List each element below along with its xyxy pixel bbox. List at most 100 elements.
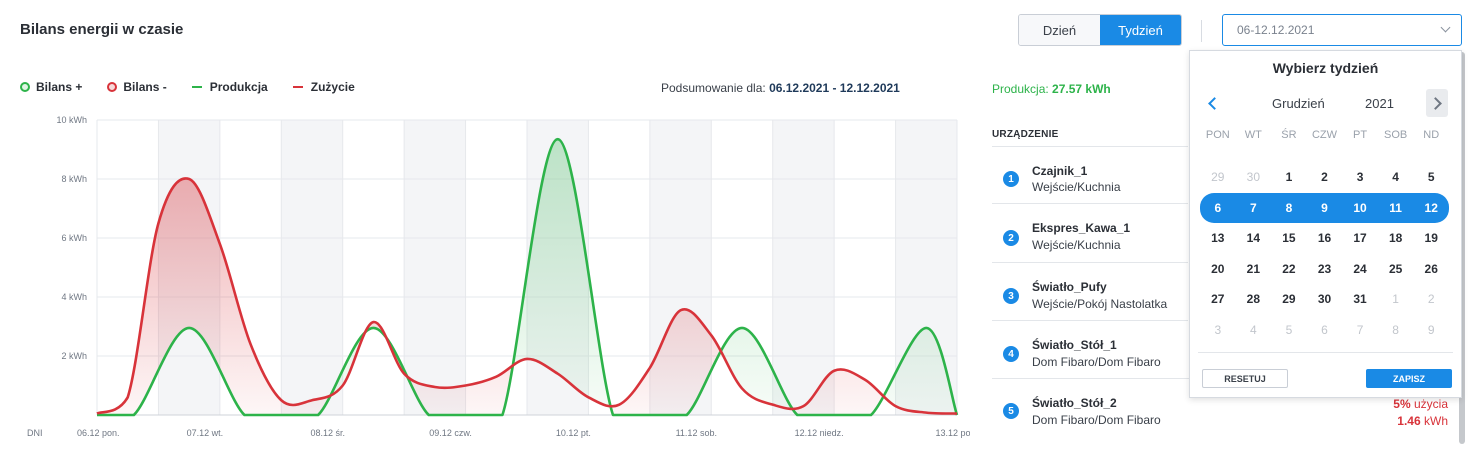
calendar-day[interactable]: 22	[1282, 261, 1296, 276]
calendar-day[interactable]: 6	[1321, 322, 1328, 337]
calendar-day[interactable]: 9	[1306, 192, 1343, 223]
y-tick-label: 10 kWh	[56, 115, 87, 125]
week-date-value: 06-12.12.2021	[1237, 23, 1315, 37]
calendar-day[interactable]: 24	[1353, 261, 1367, 276]
x-tick-label: 09.12 czw.	[429, 428, 472, 438]
table-divider	[992, 203, 1188, 204]
device-name: Ekspres_Kawa_1	[1032, 221, 1131, 235]
y-tick-label: 2 kWh	[61, 351, 87, 361]
legend-label: Bilans -	[123, 80, 167, 94]
calendar-day[interactable]: 29	[1282, 292, 1296, 307]
calendar-day[interactable]: 15	[1282, 231, 1296, 246]
legend-item-bilans-plus[interactable]: Bilans +	[20, 80, 82, 94]
calendar-day[interactable]: 30	[1246, 170, 1261, 185]
reset-button[interactable]: RESETUJ	[1202, 369, 1288, 388]
calendar-day[interactable]: 7	[1356, 322, 1364, 337]
device-location: Dom Fibaro/Dom Fibaro	[1032, 355, 1161, 369]
calendar-day[interactable]: 12	[1413, 192, 1449, 223]
device-row[interactable]: 5 Światło_Stół_2 Dom Fibaro/Dom Fibaro 5…	[992, 379, 1462, 437]
device-row[interactable]: 2 Ekspres_Kawa_1 Wejście/Kuchnia	[992, 204, 1462, 262]
legend-label: Zużycie	[310, 80, 355, 94]
production-value: 27.57 kWh	[1052, 82, 1111, 96]
header-divider	[1201, 20, 1202, 42]
calendar-day[interactable]: 31	[1353, 292, 1367, 307]
calendar-day[interactable]: 10	[1342, 192, 1378, 223]
calendar-day[interactable]: 2	[1321, 170, 1328, 185]
y-tick-label: 4 kWh	[61, 292, 87, 302]
legend-label: Bilans +	[36, 80, 83, 94]
device-row[interactable]: 1 Czajnik_1 Wejście/Kuchnia	[992, 147, 1462, 205]
calendar-day[interactable]: 3	[1214, 322, 1222, 337]
y-tick-label: 8 kWh	[61, 174, 87, 184]
legend-item-produkcja[interactable]: Produkcja	[191, 80, 268, 94]
calendar-day[interactable]: 29	[1211, 170, 1225, 185]
table-divider	[992, 146, 1188, 147]
table-divider	[992, 262, 1188, 263]
calendar-day[interactable]: 27	[1211, 292, 1225, 307]
calendar-day[interactable]: 1	[1392, 292, 1399, 307]
energy-balance-chart: 10 kWh 8 kWh 6 kWh 4 kWh 2 kWh DNI 06.12 pon. 0…	[27, 115, 970, 438]
calendar-day[interactable]: 26	[1424, 261, 1438, 276]
device-energy-unit: kWh	[1424, 414, 1448, 428]
calendar-month[interactable]: Grudzień	[1272, 96, 1325, 111]
calendar-day[interactable]: 4	[1392, 170, 1399, 185]
calendar-day[interactable]: 19	[1424, 231, 1438, 246]
series-line-zuzycie	[96, 177, 958, 415]
device-usage-label: użycia	[1413, 397, 1448, 411]
week-picker-title: Wybierz tydzień	[1272, 60, 1379, 76]
prev-month-chevron-icon[interactable]	[1204, 95, 1222, 113]
calendar-day[interactable]: 8	[1392, 322, 1399, 337]
scrollbar-thumb[interactable]	[1459, 52, 1465, 444]
calendar-day[interactable]: 9	[1427, 322, 1435, 337]
device-energy-value: 1.46	[1397, 414, 1421, 428]
device-number-badge: 3	[1003, 288, 1019, 304]
device-number-badge: 4	[1003, 346, 1019, 362]
tab-week[interactable]: Tydzień	[1100, 15, 1181, 45]
calendar-day[interactable]: 16	[1317, 231, 1332, 246]
device-row[interactable]: 4 Światło_Stół_1 Dom Fibaro/Dom Fibaro	[992, 321, 1462, 379]
calendar-day[interactable]: 21	[1246, 261, 1261, 276]
calendar-day[interactable]: 11	[1377, 192, 1414, 223]
legend-item-zuzycie[interactable]: Zużycie	[292, 80, 355, 94]
production-total: Produkcja: 27.57 kWh	[992, 82, 1111, 96]
device-location: Dom Fibaro/Dom Fibaro	[1032, 413, 1161, 427]
device-name: Światło_Pufy	[1032, 280, 1107, 294]
calendar-day[interactable]: 3	[1356, 170, 1364, 185]
legend-label: Produkcja	[209, 80, 268, 94]
legend-item-bilans-minus[interactable]: Bilans -	[107, 80, 167, 94]
calendar-day[interactable]: 25	[1388, 261, 1403, 276]
calendar-day[interactable]: 4	[1250, 322, 1257, 337]
calendar-year[interactable]: 2021	[1365, 96, 1394, 111]
calendar-day[interactable]: 23	[1317, 261, 1332, 276]
calendar-day[interactable]: 1	[1285, 170, 1293, 185]
device-usage-percent: 5%	[1393, 397, 1411, 411]
calendar-day[interactable]: 5	[1427, 170, 1435, 185]
x-tick-label: 07.12 wt.	[187, 428, 224, 438]
calendar-day[interactable]: 13	[1211, 231, 1225, 246]
tab-day[interactable]: Dzień	[1019, 15, 1100, 45]
calendar-day[interactable]: 5	[1285, 322, 1293, 337]
next-month-chevron-icon[interactable]	[1426, 89, 1448, 117]
calendar-day[interactable]: 28	[1246, 292, 1261, 307]
device-name: Światło_Stół_1	[1032, 338, 1117, 352]
device-row[interactable]: 3 Światło_Pufy Wejście/Pokój Nastolatka	[992, 263, 1462, 321]
week-date-select[interactable]: 06-12.12.2021	[1222, 14, 1462, 46]
calendar-day[interactable]: 20	[1211, 261, 1225, 276]
save-button[interactable]: ZAPISZ	[1366, 369, 1452, 388]
calendar-day[interactable]: 17	[1353, 231, 1367, 246]
weekday-label: PON	[1205, 129, 1230, 141]
device-location: Wejście/Kuchnia	[1032, 238, 1121, 252]
chart-band	[772, 120, 835, 415]
range-toggle: Dzień Tydzień	[1018, 14, 1182, 46]
calendar-day[interactable]: 6	[1200, 192, 1236, 223]
x-tick-label: 08.12 śr.	[310, 428, 345, 438]
calendar-day[interactable]: 30	[1317, 292, 1332, 307]
calendar-day[interactable]: 18	[1388, 231, 1403, 246]
chevron-down-icon	[1440, 22, 1451, 33]
device-usage: 5% użycia	[1393, 397, 1448, 411]
calendar-day[interactable]: 8	[1271, 192, 1307, 223]
calendar-day[interactable]: 2	[1427, 292, 1435, 307]
summary-dates: 06.12.2021 - 12.12.2021	[769, 81, 900, 95]
calendar-day[interactable]: 7	[1235, 192, 1272, 223]
calendar-day[interactable]: 14	[1246, 231, 1261, 246]
